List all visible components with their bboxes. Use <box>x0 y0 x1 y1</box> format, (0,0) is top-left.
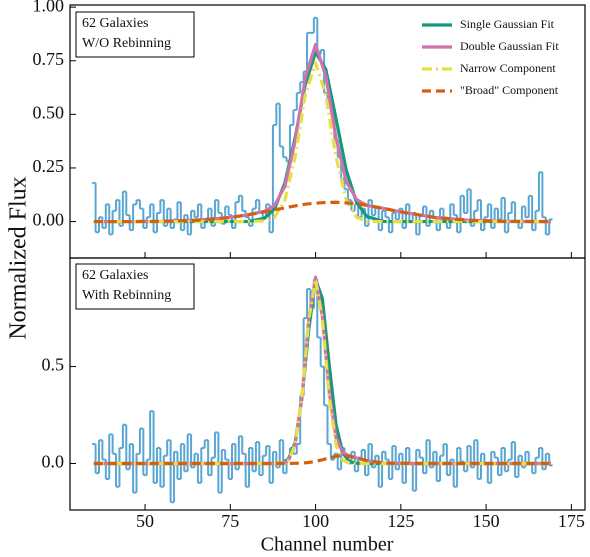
legend-label: Double Gaussian Fit <box>460 39 559 53</box>
x-tick-label: 150 <box>473 511 500 531</box>
legend-label: "Broad" Component <box>460 83 559 97</box>
fit-line <box>93 50 551 224</box>
x-tick-label: 125 <box>387 511 414 531</box>
annotation: 62 Galaxies <box>82 268 148 283</box>
fit-line <box>93 42 551 224</box>
fit-line <box>93 454 551 466</box>
fit-line <box>93 61 551 224</box>
fit-line <box>93 200 551 224</box>
y-tick-label: 1.00 <box>33 0 65 15</box>
annotation: 62 Galaxies <box>82 16 148 31</box>
legend-label: Narrow Component <box>460 61 556 75</box>
x-tick-label: 50 <box>136 511 154 531</box>
x-axis-label: Channel number <box>261 534 394 556</box>
annotation-box <box>75 11 195 58</box>
y-tick-label: 0.25 <box>33 156 65 176</box>
panel-frame <box>69 257 586 511</box>
annotation: W/O Rebinning <box>82 36 171 51</box>
x-tick-label: 75 <box>221 511 239 531</box>
y-tick-label: 0.5 <box>42 355 65 375</box>
legend-label: Single Gaussian Fit <box>460 17 555 31</box>
x-tick-label: 175 <box>558 511 585 531</box>
x-tick-label: 100 <box>302 511 329 531</box>
annotation: With Rebinning <box>82 288 171 303</box>
fit-line <box>93 277 551 466</box>
y-axis-label: Normalized Flux <box>6 176 32 339</box>
y-tick-label: 0.0 <box>42 452 65 472</box>
y-tick-label: 0.50 <box>33 102 65 122</box>
y-tick-label: 0.00 <box>33 210 65 230</box>
annotation-box <box>75 263 195 310</box>
y-tick-label: 0.75 <box>33 49 65 69</box>
